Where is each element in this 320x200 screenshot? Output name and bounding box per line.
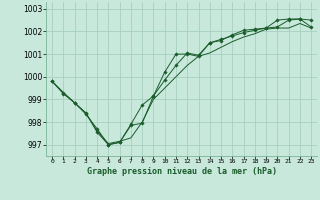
X-axis label: Graphe pression niveau de la mer (hPa): Graphe pression niveau de la mer (hPa) <box>87 167 276 176</box>
